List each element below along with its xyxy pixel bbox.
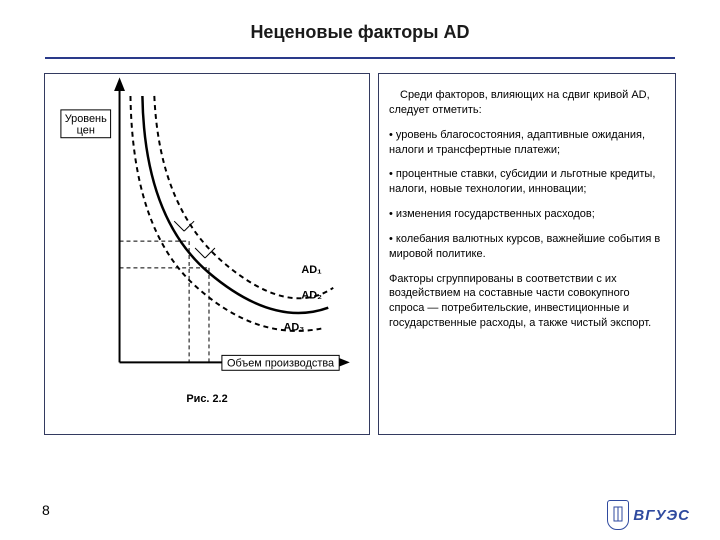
curve-ad2 <box>142 96 328 313</box>
curve-label-ad3: AD₃ <box>284 322 305 334</box>
intro-text: Среди факторов, влияющих на сдвиг кривой… <box>389 88 665 118</box>
bullet-4: • колебания валютных курсов, важнейшие с… <box>389 232 665 262</box>
y-axis-label-line1: Уровень <box>65 113 107 125</box>
bullet-3-text: изменения государственных расходов; <box>396 208 595 220</box>
curve-ad3 <box>130 96 321 331</box>
bullet-2-text: процентные ставки, субсидии и льготные к… <box>389 168 655 195</box>
x-axis-label: Объем производства <box>227 357 335 369</box>
content-row: Уровень цен Объем производства <box>44 73 676 435</box>
bullet-1: • уровень благосостояния, адаптивные ожи… <box>389 128 665 158</box>
curve-label-ad1: AD₁ <box>301 264 322 276</box>
curve-label-ad2: AD₂ <box>301 290 322 302</box>
logo-emblem-icon <box>607 500 629 530</box>
logo: ВГУЭС <box>607 500 690 530</box>
bullet-1-text: уровень благосостояния, адаптивные ожида… <box>389 129 645 156</box>
bullet-4-text: колебания валютных курсов, важнейшие соб… <box>389 233 660 260</box>
bullet-2: • процентные ставки, субсидии и льготные… <box>389 167 665 197</box>
bullet-3: • изменения государственных расходов; <box>389 207 665 222</box>
logo-text: ВГУЭС <box>633 507 690 524</box>
figure-panel: Уровень цен Объем производства <box>44 73 370 435</box>
y-axis-label-line2: цен <box>77 125 95 137</box>
page-title: Неценовые факторы AD <box>0 0 720 57</box>
text-panel: Среди факторов, влияющих на сдвиг кривой… <box>378 73 676 435</box>
divider <box>45 57 675 59</box>
ad-curves-chart: Уровень цен Объем производства <box>45 74 369 434</box>
figure-caption: Рис. 2.2 <box>186 393 227 405</box>
page-number: 8 <box>42 502 50 518</box>
closing-text: Факторы сгруппированы в соответствии с и… <box>389 272 665 331</box>
